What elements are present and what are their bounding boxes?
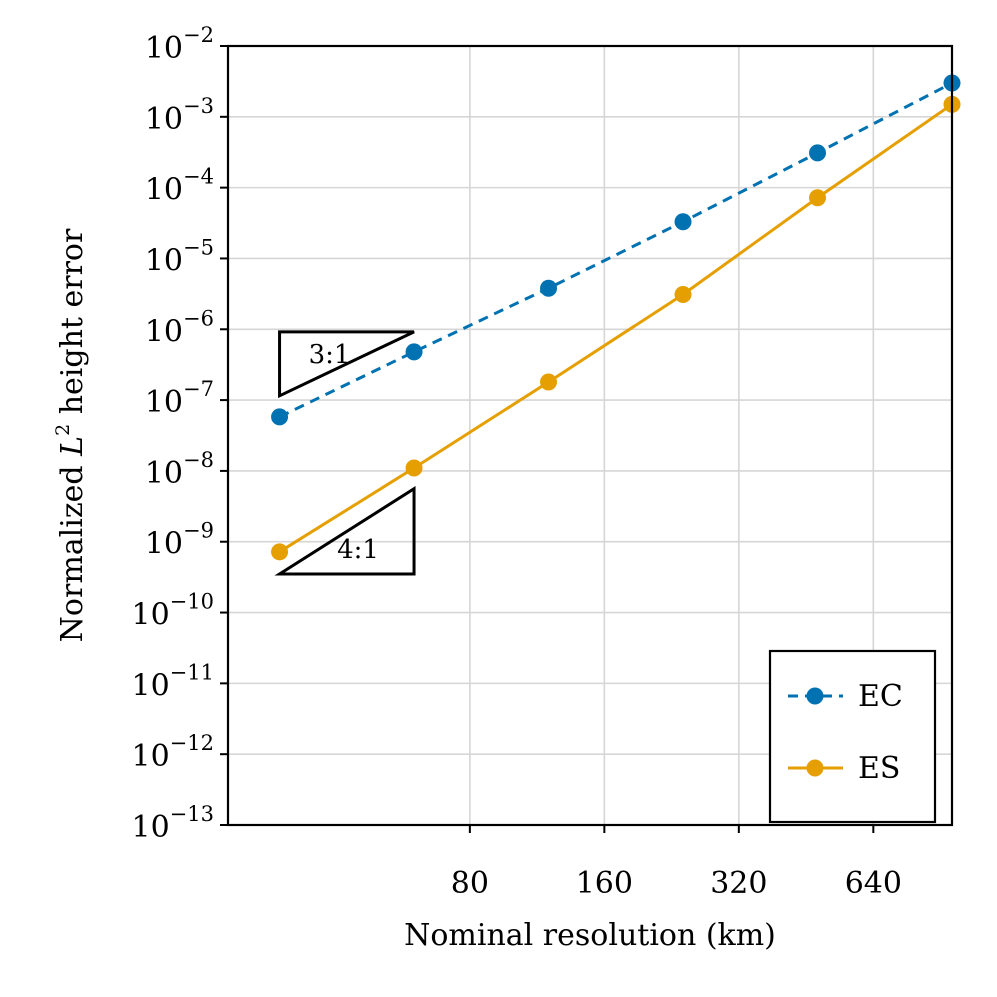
y-tick-label: 10−2 — [145, 23, 214, 66]
series-line-es — [278, 103, 952, 554]
legend-box — [768, 649, 937, 824]
tick-layer: 10−2 10−3 10−4 10−5 10−6 10−7 10−8 10−9 10−10 10−… — [131, 23, 901, 901]
y-tick-label: 10−3 — [145, 94, 214, 137]
data-point-ec — [405, 343, 423, 361]
y-tick-label: 10−6 — [145, 306, 214, 349]
slope-triangle — [274, 486, 416, 576]
y-tick-label: 10−11 — [131, 660, 214, 703]
slope-label: 3:1 — [309, 340, 351, 370]
plot-frame — [226, 44, 954, 827]
data-layer — [271, 74, 961, 561]
axis-labels: Nominal resolution (km) Normalized L2 hei… — [52, 228, 776, 953]
x-axis-label: Nominal resolution (km) — [404, 918, 776, 953]
y-tick-label: 10−8 — [145, 448, 214, 491]
x-tick-label: 640 — [845, 866, 902, 901]
y-tick-label: 10−10 — [131, 590, 214, 633]
legend: EC ES — [768, 649, 937, 824]
y-tick-label: 10−5 — [145, 235, 214, 278]
data-point-es — [540, 373, 558, 391]
slope-triangle — [278, 330, 415, 399]
legend-marker-ec — [806, 687, 824, 705]
data-point-ec — [540, 279, 558, 297]
y-tick-label: 10−12 — [131, 731, 214, 774]
legend-label-ec: EC — [858, 679, 903, 714]
slope-triangles: 3:1 4:1 — [274, 330, 416, 576]
data-point-ec — [809, 144, 827, 162]
x-tick-label: 80 — [451, 866, 489, 901]
data-point-es — [405, 459, 423, 477]
y-axis-label: Normalized L2 height error — [52, 228, 90, 642]
y-tick-label: 10−9 — [145, 519, 214, 562]
data-point-es — [809, 189, 827, 207]
data-point-ec — [271, 408, 289, 426]
data-point-ec — [674, 213, 692, 231]
x-tick-label: 320 — [710, 866, 767, 901]
x-tick-label: 160 — [576, 866, 633, 901]
data-point-es — [271, 543, 289, 561]
y-tick-label: 10−13 — [131, 802, 214, 845]
legend-label-es: ES — [858, 751, 900, 786]
data-point-es — [674, 285, 692, 303]
y-tick-label: 10−7 — [145, 377, 214, 420]
y-tick-label: 10−4 — [145, 165, 214, 208]
legend-marker-es — [806, 759, 824, 777]
series-line-ec — [278, 81, 952, 419]
slope-label: 4:1 — [337, 535, 379, 565]
